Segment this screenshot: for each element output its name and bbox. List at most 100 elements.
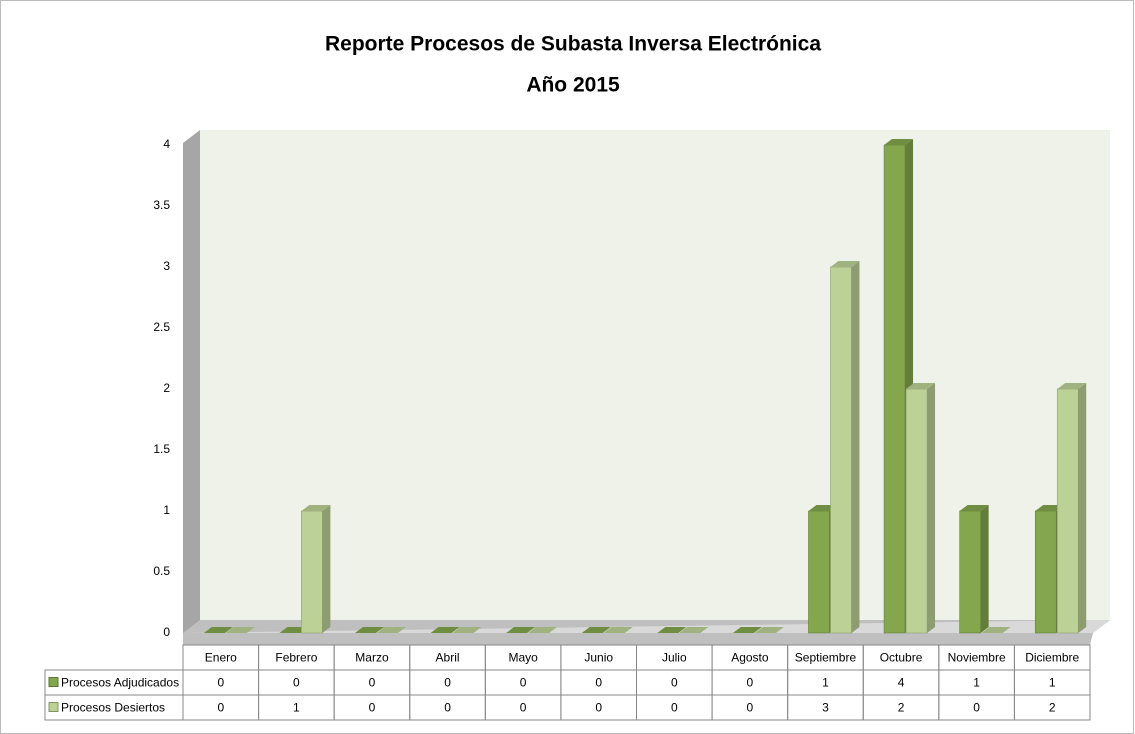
bar-top: [376, 627, 406, 633]
chart-subtitle: Año 2015: [526, 74, 620, 97]
table-value: 0: [973, 701, 980, 715]
bar: [732, 627, 762, 633]
table-value: 0: [671, 701, 678, 715]
x-tick-label: Octubre: [880, 651, 923, 665]
bar: [679, 627, 709, 633]
bar: [506, 627, 536, 633]
bar: [581, 627, 611, 633]
y-tick-label: 3: [163, 259, 170, 273]
bar-side: [927, 383, 936, 633]
bar: [203, 627, 233, 633]
table-value: 4: [898, 676, 905, 690]
bar-front: [1034, 510, 1057, 634]
y-tick-label: 4: [163, 137, 170, 151]
x-tick-label: Abril: [436, 651, 460, 665]
x-tick-label: Noviembre: [948, 651, 1006, 665]
bar: [528, 627, 558, 633]
bar-top: [959, 505, 989, 511]
floor-top: [183, 620, 1110, 633]
table-value: 1: [822, 676, 829, 690]
table-value: 0: [595, 701, 602, 715]
bar-top: [981, 627, 1011, 633]
y-tick-label: 0.5: [153, 564, 170, 578]
y-tick-label: 1: [163, 503, 170, 517]
y-tick-label: 1.5: [153, 442, 170, 456]
bar-front: [883, 144, 906, 634]
legend-label: Procesos Desiertos: [61, 701, 165, 715]
x-tick-label: Enero: [205, 651, 237, 665]
bar: [959, 505, 989, 634]
bar-top: [830, 261, 860, 267]
table-value: 0: [595, 676, 602, 690]
bar: [905, 383, 936, 634]
bar-top: [430, 627, 460, 633]
bar-top: [203, 627, 233, 633]
x-tick-label: Mayo: [508, 651, 538, 665]
table-value: 0: [444, 676, 451, 690]
y-tick-label: 2.5: [153, 320, 170, 334]
bar-top: [1057, 383, 1087, 389]
chart-title: Reporte Procesos de Subasta Inversa Elec…: [325, 33, 821, 56]
table-cell: [1013, 694, 1091, 721]
table-value: 2: [1049, 701, 1056, 715]
table-value: 2: [898, 701, 905, 715]
bar: [301, 505, 331, 634]
bar-top: [301, 505, 331, 511]
bar: [657, 627, 687, 633]
x-tick-label: Septiembre: [795, 651, 857, 665]
table-value: 1: [973, 676, 980, 690]
bar-front: [905, 388, 928, 634]
x-tick-label: Diciembre: [1025, 651, 1079, 665]
x-tick-label: Julio: [662, 651, 687, 665]
y-tick-label: 2: [163, 381, 170, 395]
x-tick-label: Agosto: [731, 651, 769, 665]
bar-side: [1078, 383, 1087, 633]
table-value: 0: [369, 676, 376, 690]
table-value: 0: [671, 676, 678, 690]
bar-top: [657, 627, 687, 633]
table-value: 1: [293, 701, 300, 715]
bar-top: [732, 627, 762, 633]
table-value: 1: [1049, 676, 1056, 690]
table-value: 0: [217, 676, 224, 690]
legend-swatch: [48, 702, 59, 712]
bar-front: [830, 266, 852, 634]
y-tick-label: 3.5: [153, 198, 170, 212]
bar-top: [581, 627, 611, 633]
table-value: 0: [747, 701, 754, 715]
table-value: 0: [369, 701, 376, 715]
bar-top: [754, 627, 784, 633]
bar-top: [603, 627, 633, 633]
bar: [354, 627, 384, 633]
bar-side: [322, 505, 331, 633]
table-value: 0: [444, 701, 451, 715]
bar: [430, 627, 460, 633]
y-tick-label: 0: [163, 625, 170, 639]
bar-front: [1056, 388, 1079, 634]
bar-top: [679, 627, 709, 633]
table-value: 0: [520, 701, 527, 715]
bar: [754, 627, 784, 633]
bar-side: [851, 261, 860, 633]
legend-swatch: [48, 677, 59, 687]
bar-top: [452, 627, 482, 633]
table-value: 3: [822, 701, 829, 715]
legend-label: Procesos Adjudicados: [61, 676, 179, 690]
back-wall: [200, 130, 1110, 620]
bar-top: [225, 627, 255, 633]
bar: [1056, 383, 1087, 634]
bar-side: [980, 505, 989, 633]
bar: [225, 627, 255, 633]
table-value: 0: [293, 676, 300, 690]
x-tick-label: Marzo: [355, 651, 389, 665]
bar-front: [301, 510, 323, 634]
bar-front: [808, 510, 830, 634]
side-wall: [183, 130, 200, 645]
bar-front: [959, 510, 981, 634]
x-tick-label: Febrero: [275, 651, 317, 665]
bar: [376, 627, 406, 633]
bar-top: [906, 383, 936, 389]
bar-top: [354, 627, 384, 633]
bar: [830, 261, 860, 634]
